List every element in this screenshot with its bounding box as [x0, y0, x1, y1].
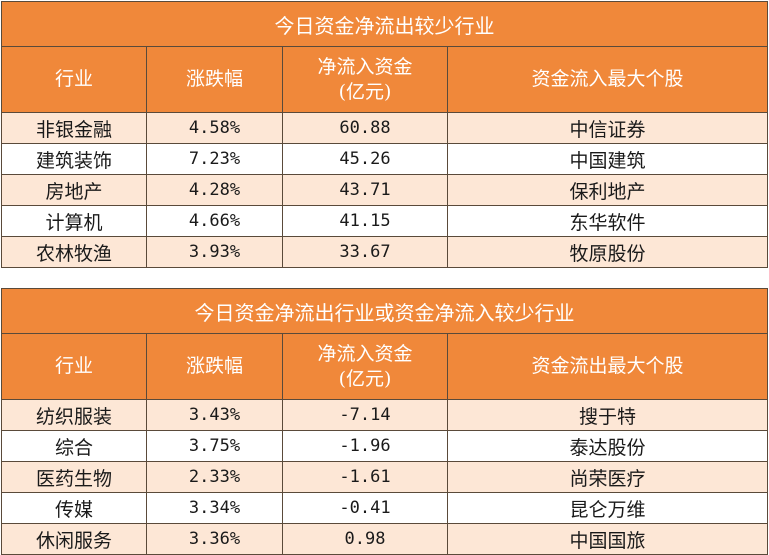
table-row: 休闲服务 3.36% 0.98 中国国旅: [1, 523, 768, 555]
industry-cell: 农林牧渔: [1, 236, 147, 268]
header-net-flow-text: 净流入资金 (亿元): [317, 55, 413, 103]
header-top-stock: 资金流出最大个股: [447, 333, 768, 400]
top-stock-cell: 昆仑万维: [447, 492, 768, 524]
top-stock-cell: 中国国旅: [447, 523, 768, 555]
net-flow-cell: 43.71: [282, 174, 448, 206]
outflow-table-header-row: 行业 涨跌幅 净流入资金 (亿元) 资金流出最大个股: [1, 333, 768, 400]
change-cell: 4.28%: [146, 174, 283, 206]
header-industry: 行业: [1, 46, 147, 113]
net-flow-cell: -0.41: [282, 492, 448, 524]
top-stock-cell: 中国建筑: [447, 143, 768, 175]
header-top-stock: 资金流入最大个股: [447, 46, 768, 113]
table-row: 综合 3.75% -1.96 泰达股份: [1, 430, 768, 462]
change-cell: 3.36%: [146, 523, 283, 555]
top-stock-cell: 搜于特: [447, 399, 768, 431]
header-industry: 行业: [1, 333, 147, 400]
top-stock-cell: 尚荣医疗: [447, 461, 768, 493]
top-stock-cell: 中信证券: [447, 112, 768, 144]
net-flow-cell: -7.14: [282, 399, 448, 431]
industry-cell: 建筑装饰: [1, 143, 147, 175]
change-cell: 3.75%: [146, 430, 283, 462]
inflow-table-title: 今日资金净流出较少行业: [1, 1, 768, 47]
change-cell: 3.93%: [146, 236, 283, 268]
top-stock-cell: 泰达股份: [447, 430, 768, 462]
table-row: 建筑装饰 7.23% 45.26 中国建筑: [1, 143, 768, 175]
outflow-table-title: 今日资金净流出行业或资金净流入较少行业: [1, 288, 768, 334]
header-change: 涨跌幅: [146, 46, 283, 113]
change-cell: 7.23%: [146, 143, 283, 175]
table-row: 房地产 4.28% 43.71 保利地产: [1, 174, 768, 206]
net-flow-cell: -1.61: [282, 461, 448, 493]
table-row: 纺织服装 3.43% -7.14 搜于特: [1, 399, 768, 431]
industry-cell: 综合: [1, 430, 147, 462]
net-flow-cell: 0.98: [282, 523, 448, 555]
change-cell: 2.33%: [146, 461, 283, 493]
change-cell: 3.43%: [146, 399, 283, 431]
industry-cell: 纺织服装: [1, 399, 147, 431]
header-net-flow: 净流入资金 (亿元): [282, 46, 448, 113]
inflow-table-header-row: 行业 涨跌幅 净流入资金 (亿元) 资金流入最大个股: [1, 46, 768, 113]
change-cell: 3.34%: [146, 492, 283, 524]
net-flow-cell: 60.88: [282, 112, 448, 144]
industry-cell: 计算机: [1, 205, 147, 237]
outflow-table: 今日资金净流出行业或资金净流入较少行业 行业 涨跌幅 净流入资金 (亿元) 资金…: [1, 288, 768, 555]
table-row: 医药生物 2.33% -1.61 尚荣医疗: [1, 461, 768, 493]
change-cell: 4.58%: [146, 112, 283, 144]
header-net-flow-text: 净流入资金 (亿元): [317, 342, 413, 390]
table-row: 农林牧渔 3.93% 33.67 牧原股份: [1, 236, 768, 268]
table-row: 传媒 3.34% -0.41 昆仑万维: [1, 492, 768, 524]
top-stock-cell: 牧原股份: [447, 236, 768, 268]
table-row: 非银金融 4.58% 60.88 中信证券: [1, 112, 768, 144]
net-flow-cell: 45.26: [282, 143, 448, 175]
net-flow-cell: 41.15: [282, 205, 448, 237]
top-stock-cell: 东华软件: [447, 205, 768, 237]
change-cell: 4.66%: [146, 205, 283, 237]
industry-cell: 非银金融: [1, 112, 147, 144]
industry-cell: 房地产: [1, 174, 147, 206]
header-net-flow: 净流入资金 (亿元): [282, 333, 448, 400]
industry-cell: 医药生物: [1, 461, 147, 493]
industry-cell: 休闲服务: [1, 523, 147, 555]
top-stock-cell: 保利地产: [447, 174, 768, 206]
net-flow-cell: 33.67: [282, 236, 448, 268]
industry-cell: 传媒: [1, 492, 147, 524]
net-flow-cell: -1.96: [282, 430, 448, 462]
header-change: 涨跌幅: [146, 333, 283, 400]
inflow-table: 今日资金净流出较少行业 行业 涨跌幅 净流入资金 (亿元) 资金流入最大个股 非…: [1, 1, 768, 268]
table-row: 计算机 4.66% 41.15 东华软件: [1, 205, 768, 237]
